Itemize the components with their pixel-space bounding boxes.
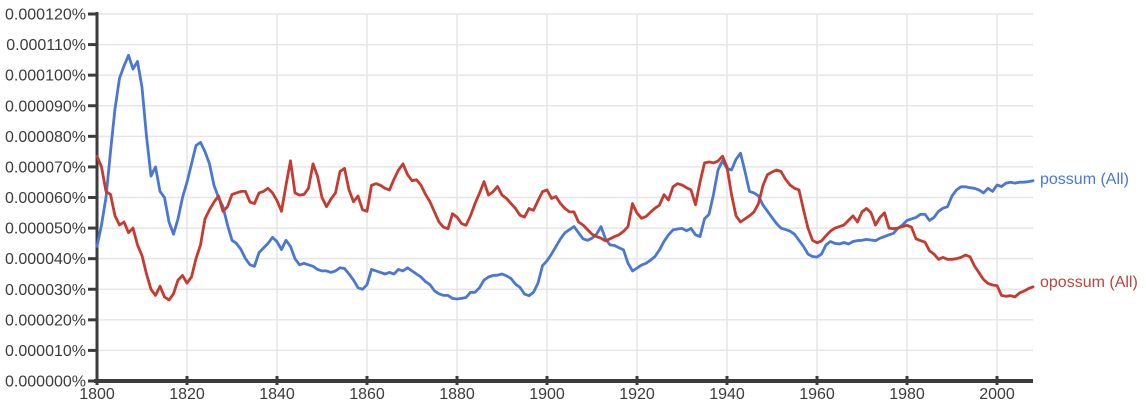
y-tick-label: 0.000000% (5, 374, 86, 391)
y-tick-label: 0.000040% (5, 251, 86, 268)
x-tick-label: 1820 (169, 386, 205, 403)
y-tick-label: 0.000110% (6, 37, 86, 54)
x-tick-label: 1920 (619, 386, 655, 403)
x-tick-label: 1980 (889, 386, 925, 403)
y-tick-label: 0.000030% (5, 282, 86, 299)
y-tick-label: 0.000060% (5, 190, 86, 207)
possum-line[interactable] (95, 53, 1035, 301)
x-tick-label: 1860 (349, 386, 385, 403)
y-tick-label: 0.000070% (5, 159, 86, 176)
y-tick-label: 0.000080% (5, 129, 86, 146)
opossum-line[interactable] (95, 154, 1035, 302)
y-tick-label: 0.000020% (5, 312, 86, 329)
legend-label-opossum: opossum (All) (1040, 273, 1138, 291)
y-tick-label: 0.000100% (5, 68, 86, 85)
y-tick-label: 0.000120% (5, 7, 86, 24)
y-tick-label: 0.000090% (5, 98, 86, 115)
x-tick-label: 1940 (709, 386, 745, 403)
y-tick-label: 0.000010% (5, 343, 86, 360)
x-tick-label: 1880 (439, 386, 475, 403)
legend-label-possum: possum (All) (1040, 170, 1129, 188)
y-tick-label: 0.000050% (5, 221, 86, 238)
x-tick-label: 1840 (259, 386, 295, 403)
x-tick-label: 1900 (529, 386, 565, 403)
x-tick-label: 1960 (799, 386, 835, 403)
x-tick-label: 2000 (979, 386, 1015, 403)
x-tick-label: 1800 (79, 386, 115, 403)
